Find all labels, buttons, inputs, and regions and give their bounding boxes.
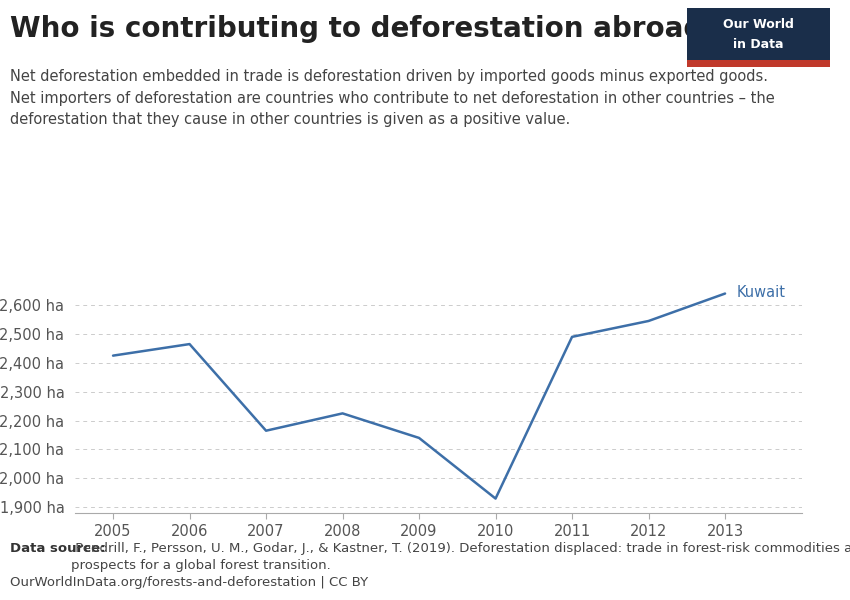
Text: Kuwait: Kuwait bbox=[736, 284, 785, 299]
Text: OurWorldInData.org/forests-and-deforestation | CC BY: OurWorldInData.org/forests-and-deforesta… bbox=[10, 576, 368, 589]
Text: Pendrill, F., Persson, U. M., Godar, J., & Kastner, T. (2019). Deforestation dis: Pendrill, F., Persson, U. M., Godar, J.,… bbox=[71, 542, 850, 572]
Text: in Data: in Data bbox=[733, 38, 784, 52]
Text: Our World: Our World bbox=[722, 18, 794, 31]
Text: Data source:: Data source: bbox=[10, 542, 105, 556]
Text: Who is contributing to deforestation abroad?: Who is contributing to deforestation abr… bbox=[10, 15, 720, 43]
Text: Net deforestation embedded in trade is deforestation driven by imported goods mi: Net deforestation embedded in trade is d… bbox=[10, 69, 775, 127]
